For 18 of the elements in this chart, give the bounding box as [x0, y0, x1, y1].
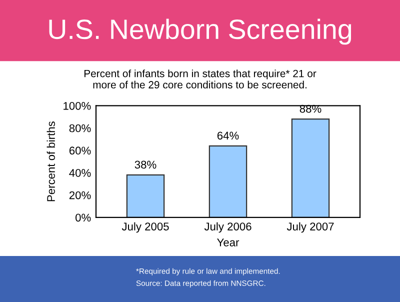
y-tick-label: 20%: [69, 191, 91, 200]
chart-subtitle: Percent of infants born in states that require* 21 or more of the 29 core conditions to be screened.: [84, 70, 316, 88]
bar: [291, 118, 330, 218]
y-tick-label: 60%: [69, 146, 91, 155]
x-tick-label: July 2007: [286, 222, 334, 233]
bar: [126, 174, 165, 218]
data-label: 38%: [134, 160, 156, 169]
x-tick-label: July 2006: [204, 222, 252, 233]
y-axis-title: Percent of births: [46, 122, 55, 202]
x-tick-label: July 2005: [122, 222, 169, 233]
y-tick-label: 40%: [69, 169, 91, 177]
y-tick-label: 100%: [64, 102, 91, 110]
bar: [208, 145, 248, 218]
y-tick-label: 80%: [69, 124, 91, 132]
data-label: 64%: [217, 132, 239, 140]
x-axis-title: Year: [217, 238, 240, 246]
y-tick-label: 0%: [76, 214, 91, 222]
chart-title: U.S. Newborn Screening: [49, 18, 352, 45]
